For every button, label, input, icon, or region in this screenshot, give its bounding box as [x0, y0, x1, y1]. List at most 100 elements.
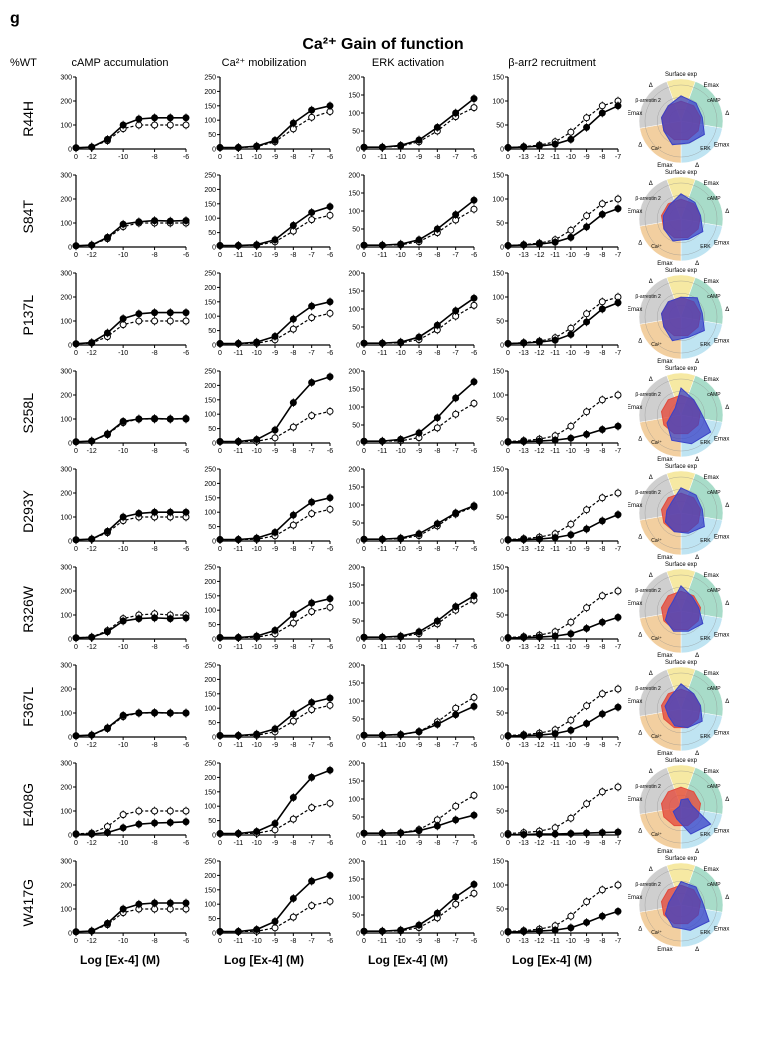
svg-text:-10: -10 [566, 448, 576, 455]
svg-text:100: 100 [348, 895, 360, 902]
svg-text:β-arrestin 2: β-arrestin 2 [635, 196, 661, 202]
svg-text:0: 0 [212, 637, 216, 644]
svg-text:50: 50 [496, 613, 504, 620]
svg-text:50: 50 [496, 809, 504, 816]
svg-text:-10: -10 [396, 252, 406, 259]
chart-cell: 0501001502002500-11-10-9-8-7-6 [194, 71, 334, 167]
svg-text:-11: -11 [234, 448, 244, 455]
svg-text:0: 0 [362, 252, 366, 259]
svg-text:Δ: Δ [638, 143, 642, 149]
svg-text:-6: -6 [471, 546, 477, 553]
svg-text:150: 150 [204, 397, 216, 404]
svg-text:Emax: Emax [704, 181, 719, 187]
dose-response-chart: 0501001502000-11-10-9-8-7-6 [338, 561, 478, 657]
svg-text:50: 50 [208, 916, 216, 923]
svg-text:Δ: Δ [725, 895, 729, 901]
svg-text:Δ: Δ [649, 769, 653, 775]
svg-text:Emax: Emax [657, 457, 672, 461]
dose-response-chart: 01002003000-12-10-8-6 [50, 659, 190, 755]
svg-text:0: 0 [212, 833, 216, 840]
svg-text:-10: -10 [252, 546, 262, 553]
radar-cell: Surface expEmaxΔEmaxΔEmaxΔEmaxΔcAMPERKCa… [626, 659, 736, 755]
svg-text:0: 0 [74, 154, 78, 161]
chart-cell: 01002003000-12-10-8-6 [50, 463, 190, 559]
svg-text:-7: -7 [615, 742, 621, 749]
svg-text:-11: -11 [378, 938, 388, 945]
svg-text:200: 200 [60, 197, 72, 204]
svg-text:100: 100 [204, 412, 216, 419]
svg-text:50: 50 [496, 319, 504, 326]
svg-text:0: 0 [506, 938, 510, 945]
svg-text:-6: -6 [327, 546, 333, 553]
svg-text:-8: -8 [290, 350, 296, 357]
svg-text:200: 200 [348, 369, 360, 376]
svg-text:-8: -8 [151, 742, 157, 749]
svg-text:-11: -11 [550, 252, 560, 259]
svg-text:-6: -6 [327, 938, 333, 945]
svg-text:Ca²⁺: Ca²⁺ [651, 734, 662, 740]
svg-text:Emax: Emax [714, 437, 729, 443]
svg-text:-13: -13 [519, 644, 529, 651]
radar-cell: Surface expEmaxΔEmaxΔEmaxΔEmaxΔcAMPERKCa… [626, 855, 736, 951]
svg-text:100: 100 [60, 711, 72, 718]
svg-text:-8: -8 [599, 644, 605, 651]
svg-text:150: 150 [204, 103, 216, 110]
dose-response-chart: 0501001502000-11-10-9-8-7-6 [338, 71, 478, 167]
svg-text:-7: -7 [309, 154, 315, 161]
svg-text:-11: -11 [378, 742, 388, 749]
svg-text:50: 50 [352, 717, 360, 724]
svg-text:100: 100 [204, 314, 216, 321]
svg-text:150: 150 [492, 369, 504, 376]
svg-text:-13: -13 [519, 938, 529, 945]
svg-text:50: 50 [352, 913, 360, 920]
svg-text:-10: -10 [566, 840, 576, 847]
svg-text:100: 100 [348, 797, 360, 804]
dose-response-chart: 0501001502000-11-10-9-8-7-6 [338, 267, 478, 363]
svg-text:-13: -13 [519, 742, 529, 749]
svg-text:-8: -8 [290, 546, 296, 553]
svg-text:Δ: Δ [725, 307, 729, 313]
svg-text:0: 0 [68, 931, 72, 938]
svg-text:150: 150 [348, 485, 360, 492]
svg-text:-10: -10 [566, 742, 576, 749]
svg-text:200: 200 [348, 565, 360, 572]
dose-response-chart: 0501001502002500-11-10-9-8-7-6 [194, 561, 334, 657]
svg-text:Surface exp: Surface exp [665, 856, 698, 862]
svg-text:ERK: ERK [700, 636, 711, 642]
chart-cell: 0501001500-13-12-11-10-9-8-7 [482, 855, 622, 951]
svg-text:0: 0 [356, 441, 360, 448]
svg-text:Surface exp: Surface exp [665, 366, 698, 372]
chart-cell: 01002003000-12-10-8-6 [50, 659, 190, 755]
svg-text:-11: -11 [550, 448, 560, 455]
svg-text:250: 250 [204, 271, 216, 278]
svg-text:-6: -6 [471, 350, 477, 357]
svg-text:200: 200 [204, 187, 216, 194]
svg-text:Δ: Δ [649, 181, 653, 187]
svg-text:150: 150 [492, 565, 504, 572]
chart-cell: 01002003000-12-10-8-6 [50, 365, 190, 461]
dose-response-chart: 0501001500-13-12-11-10-9-8-7 [482, 267, 622, 363]
column-header: β-arr2 recruitment [482, 57, 622, 69]
svg-text:150: 150 [204, 887, 216, 894]
svg-text:-9: -9 [583, 742, 589, 749]
radar-cell: Surface expEmaxΔEmaxΔEmaxΔEmaxΔcAMPERKCa… [626, 267, 736, 363]
svg-text:-6: -6 [183, 546, 189, 553]
svg-text:-11: -11 [378, 644, 388, 651]
svg-text:Surface exp: Surface exp [665, 660, 698, 666]
svg-text:-11: -11 [234, 938, 244, 945]
svg-text:-9: -9 [416, 448, 422, 455]
dose-response-chart: 0501001500-13-12-11-10-9-8-7 [482, 71, 622, 167]
svg-text:Δ: Δ [649, 475, 653, 481]
svg-text:50: 50 [496, 515, 504, 522]
svg-text:-9: -9 [583, 252, 589, 259]
svg-text:Δ: Δ [695, 163, 699, 167]
svg-text:-7: -7 [309, 252, 315, 259]
svg-text:-9: -9 [272, 546, 278, 553]
svg-text:-12: -12 [87, 154, 97, 161]
svg-text:-11: -11 [234, 742, 244, 749]
svg-text:cAMP: cAMP [707, 784, 721, 790]
svg-text:-11: -11 [550, 840, 560, 847]
chart-cell: 0501001500-13-12-11-10-9-8-7 [482, 169, 622, 265]
svg-text:-6: -6 [471, 644, 477, 651]
svg-text:-13: -13 [519, 448, 529, 455]
